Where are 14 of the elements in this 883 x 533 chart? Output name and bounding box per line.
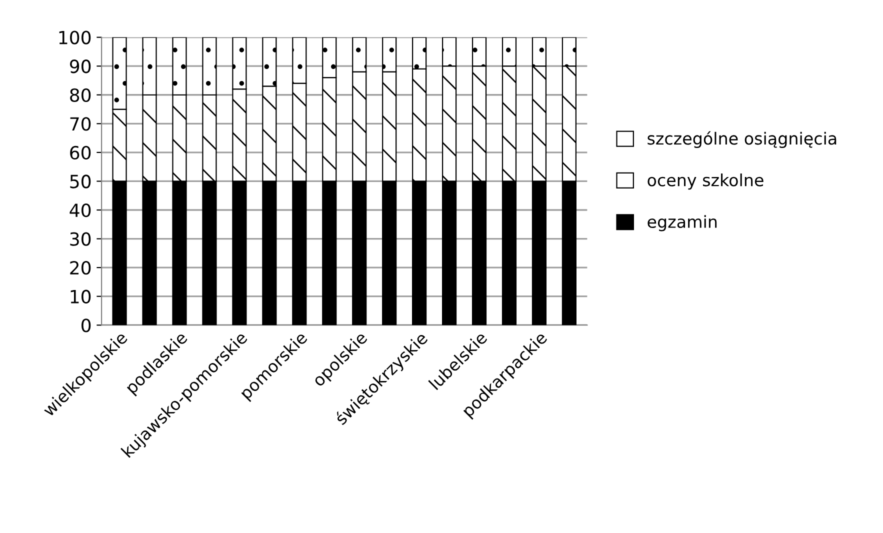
y-tick-label: 40 bbox=[70, 203, 91, 218]
y-tick-label: 70 bbox=[70, 117, 91, 131]
y-tick-label: 30 bbox=[70, 232, 91, 246]
y-tick-label: 20 bbox=[70, 261, 91, 275]
y-tick-label: 60 bbox=[70, 146, 91, 160]
y-tick-label: 50 bbox=[70, 174, 91, 188]
y-tick-label: 80 bbox=[70, 88, 91, 102]
legend-label: egzamin bbox=[648, 215, 717, 232]
y-tick-label: 90 bbox=[70, 60, 91, 74]
y-tick-label: 100 bbox=[59, 30, 91, 44]
legend-label: szczególne osiągnięcia bbox=[648, 131, 836, 148]
y-tick-label: 0 bbox=[82, 318, 91, 332]
y-tick-label: 10 bbox=[70, 290, 91, 304]
legend-label: oceny szkolne bbox=[648, 173, 764, 190]
